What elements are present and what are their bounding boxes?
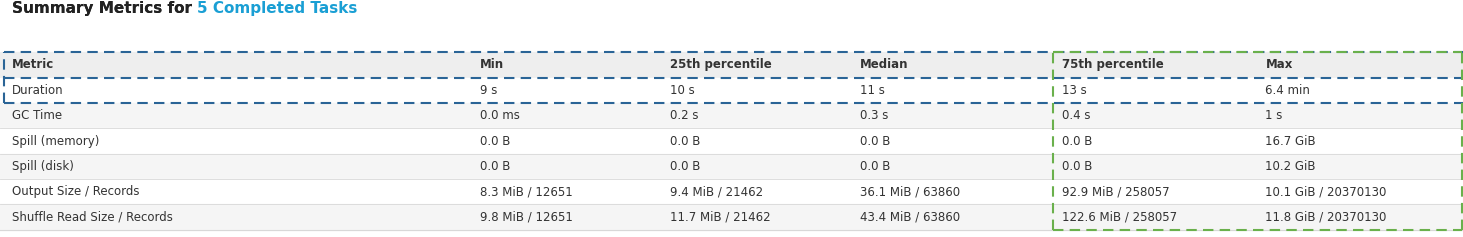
Text: 25th percentile: 25th percentile xyxy=(670,58,772,71)
Text: 0.0 B: 0.0 B xyxy=(670,135,701,147)
Text: 36.1 MiB / 63860: 36.1 MiB / 63860 xyxy=(860,185,960,198)
Text: Spill (disk): Spill (disk) xyxy=(12,160,73,173)
Bar xyxy=(0,103,1463,128)
Text: 0.0 B: 0.0 B xyxy=(860,160,891,173)
Bar xyxy=(0,205,1463,230)
Text: 9.8 MiB / 12651: 9.8 MiB / 12651 xyxy=(480,211,572,224)
Text: Output Size / Records: Output Size / Records xyxy=(12,185,139,198)
Bar xyxy=(0,179,1463,205)
Text: Max: Max xyxy=(1265,58,1293,71)
Text: 1 s: 1 s xyxy=(1265,109,1283,122)
Text: Duration: Duration xyxy=(12,84,63,97)
Text: 0.4 s: 0.4 s xyxy=(1062,109,1090,122)
Text: 10 s: 10 s xyxy=(670,84,695,97)
Text: Shuffle Read Size / Records: Shuffle Read Size / Records xyxy=(12,211,173,224)
Text: 0.0 B: 0.0 B xyxy=(860,135,891,147)
Bar xyxy=(0,154,1463,179)
Text: 43.4 MiB / 63860: 43.4 MiB / 63860 xyxy=(860,211,960,224)
Text: 0.0 ms: 0.0 ms xyxy=(480,109,519,122)
Bar xyxy=(0,52,1463,77)
Text: 9.4 MiB / 21462: 9.4 MiB / 21462 xyxy=(670,185,764,198)
Text: 75th percentile: 75th percentile xyxy=(1062,58,1165,71)
Text: 0.0 B: 0.0 B xyxy=(1062,135,1093,147)
Text: 13 s: 13 s xyxy=(1062,84,1087,97)
Text: 0.3 s: 0.3 s xyxy=(860,109,888,122)
Text: 0.0 B: 0.0 B xyxy=(1062,160,1093,173)
Bar xyxy=(0,128,1463,154)
Text: 0.0 B: 0.0 B xyxy=(670,160,701,173)
Text: 10.2 GiB: 10.2 GiB xyxy=(1265,160,1317,173)
Text: 0.0 B: 0.0 B xyxy=(480,160,511,173)
Text: Min: Min xyxy=(480,58,503,71)
Text: 11.7 MiB / 21462: 11.7 MiB / 21462 xyxy=(670,211,771,224)
Text: 0.0 B: 0.0 B xyxy=(480,135,511,147)
Text: 122.6 MiB / 258057: 122.6 MiB / 258057 xyxy=(1062,211,1178,224)
Text: Summary Metrics for: Summary Metrics for xyxy=(12,1,198,16)
Text: 9 s: 9 s xyxy=(480,84,497,97)
Text: 10.1 GiB / 20370130: 10.1 GiB / 20370130 xyxy=(1265,185,1387,198)
Text: Median: Median xyxy=(860,58,909,71)
Text: GC Time: GC Time xyxy=(12,109,61,122)
Text: 92.9 MiB / 258057: 92.9 MiB / 258057 xyxy=(1062,185,1170,198)
Text: 11.8 GiB / 20370130: 11.8 GiB / 20370130 xyxy=(1265,211,1387,224)
Text: 5 Completed Tasks: 5 Completed Tasks xyxy=(198,1,357,16)
Text: 11 s: 11 s xyxy=(860,84,885,97)
Text: Metric: Metric xyxy=(12,58,54,71)
Bar xyxy=(0,77,1463,103)
Text: Spill (memory): Spill (memory) xyxy=(12,135,99,147)
Text: Summary Metrics for: Summary Metrics for xyxy=(12,1,198,16)
Text: 16.7 GiB: 16.7 GiB xyxy=(1265,135,1317,147)
Text: 6.4 min: 6.4 min xyxy=(1265,84,1311,97)
Text: 8.3 MiB / 12651: 8.3 MiB / 12651 xyxy=(480,185,572,198)
Text: 0.2 s: 0.2 s xyxy=(670,109,698,122)
